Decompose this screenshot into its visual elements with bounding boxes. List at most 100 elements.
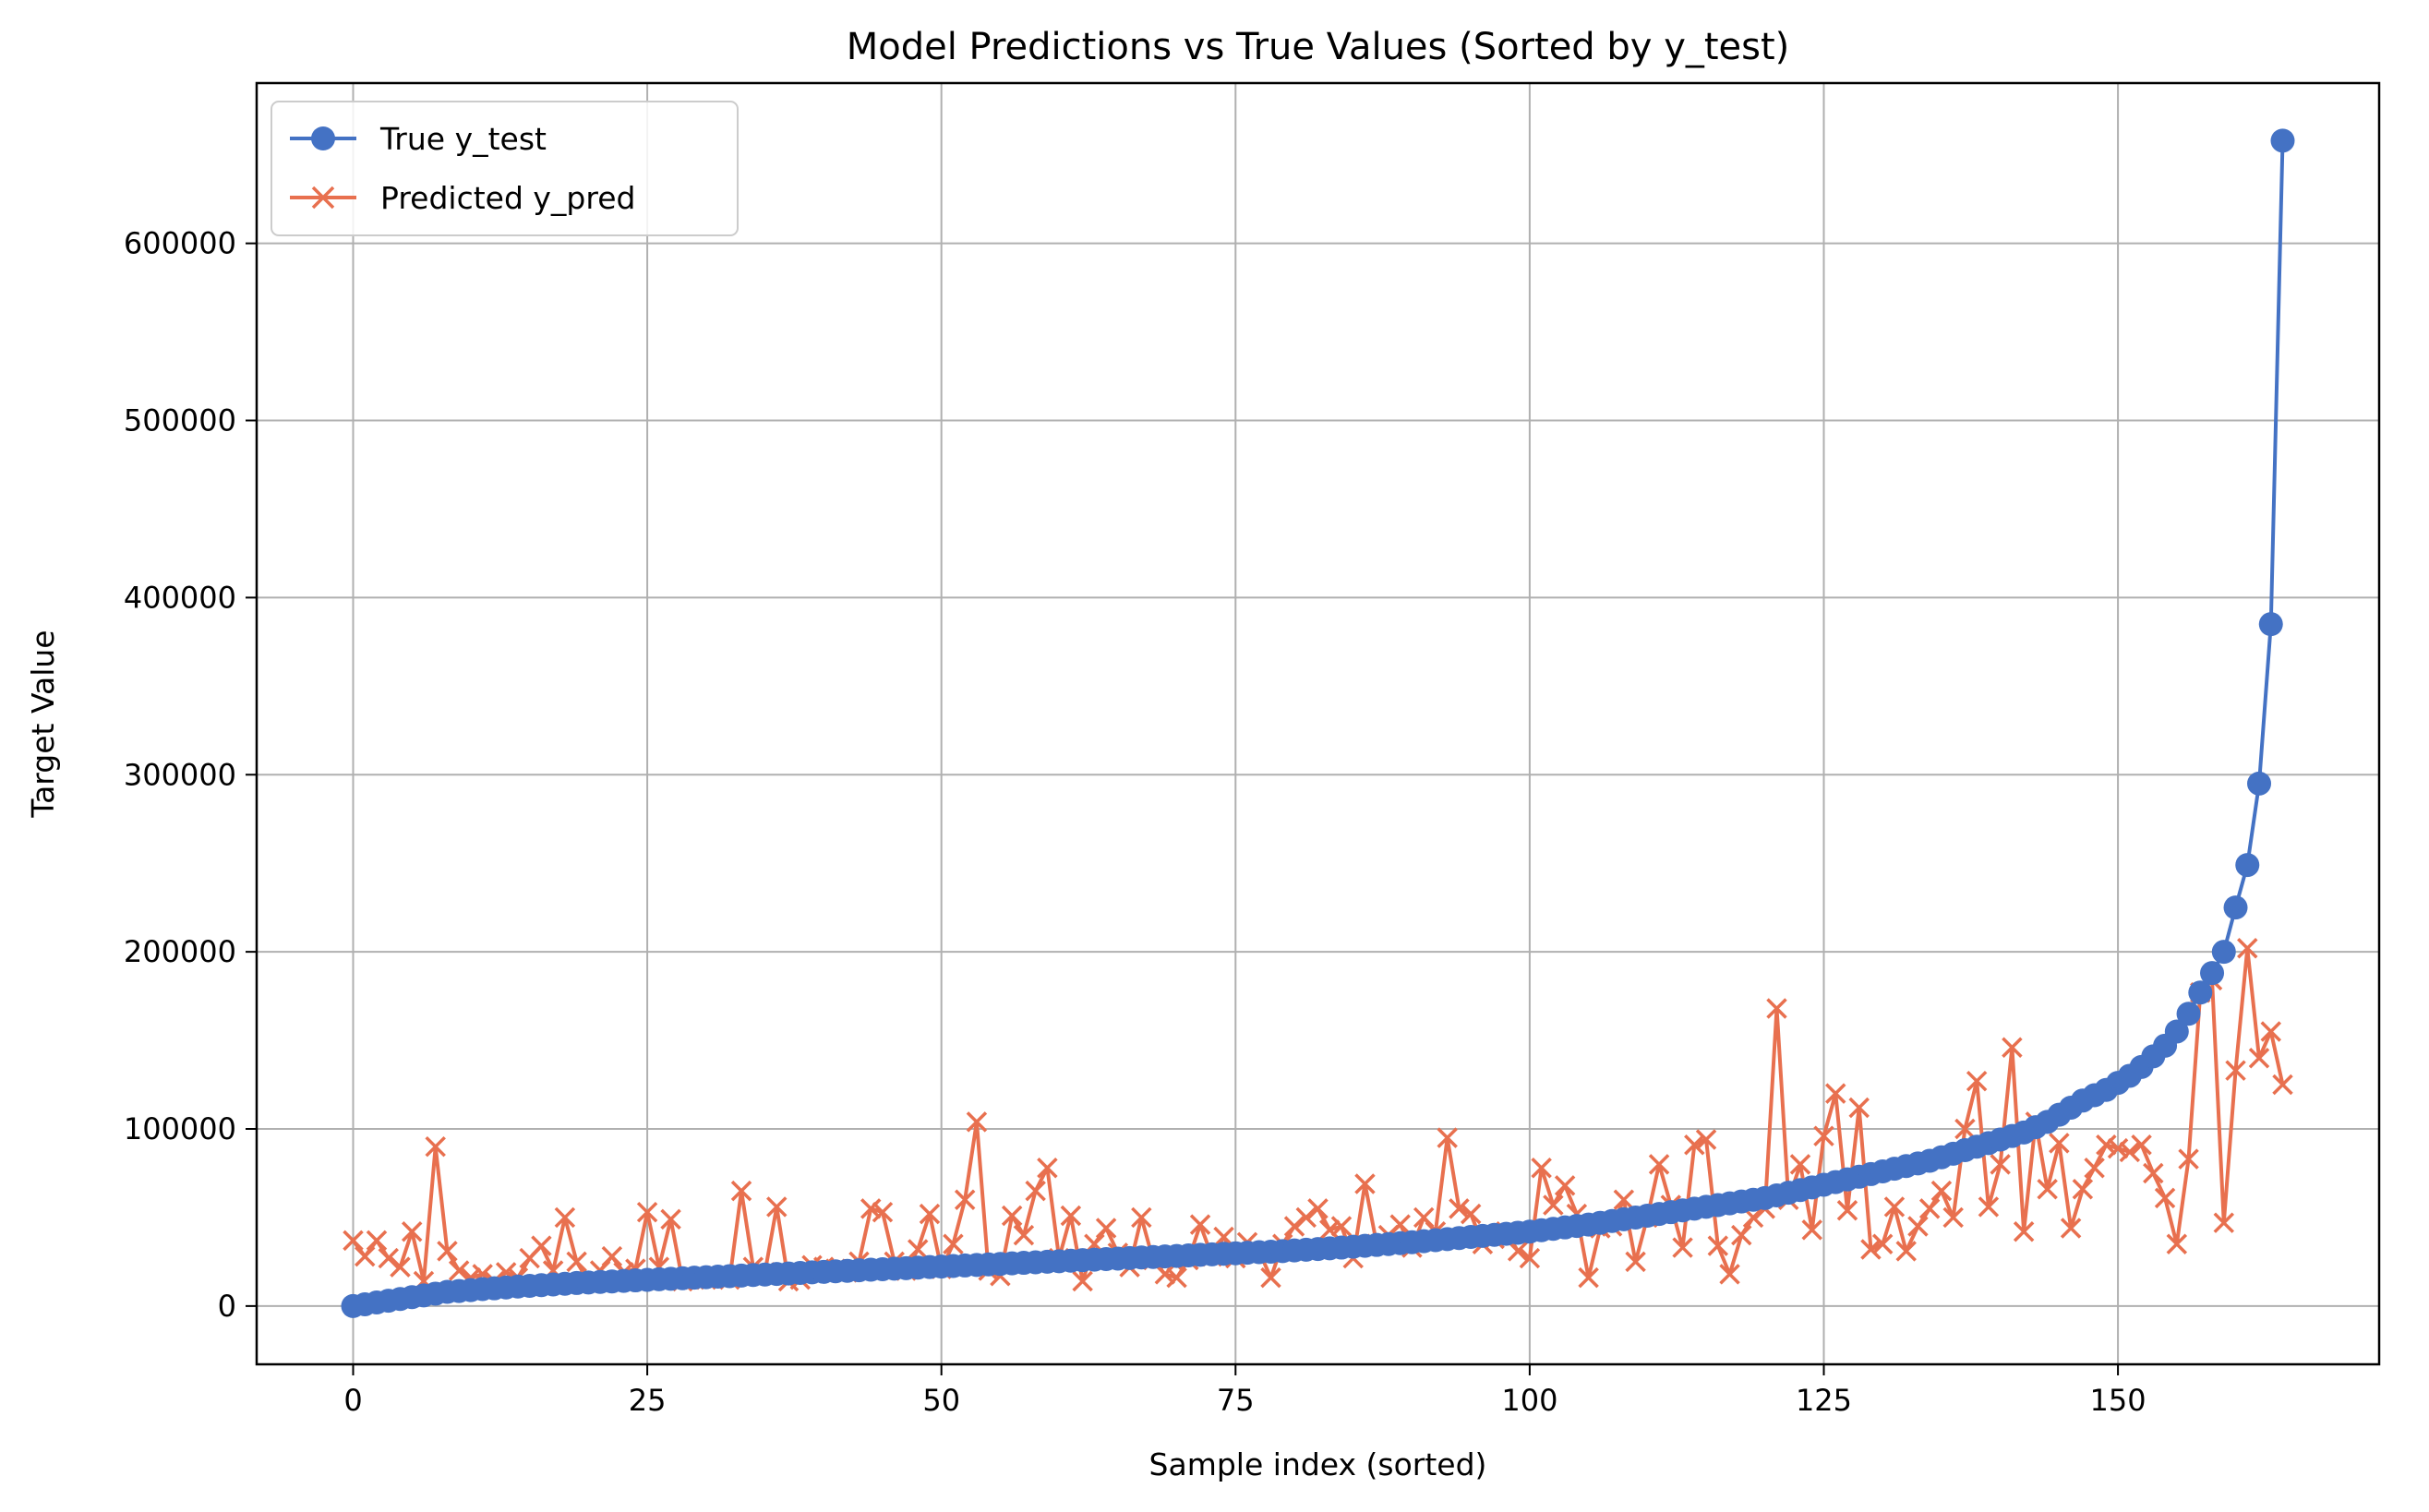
data-point xyxy=(437,1241,458,1262)
data-point xyxy=(1719,1264,1740,1285)
grid-layer xyxy=(257,83,2379,1364)
data-point xyxy=(1613,1189,1635,1210)
data-point xyxy=(1813,1125,1834,1146)
data-point xyxy=(1836,1200,1858,1221)
data-point xyxy=(1072,1270,1093,1292)
series-layer xyxy=(341,128,2295,1318)
x-axis-label: Sample index (sorted) xyxy=(1149,1446,1487,1482)
data-point xyxy=(2258,612,2283,637)
data-point xyxy=(2247,771,2272,796)
data-point xyxy=(1942,1206,1964,1229)
data-point xyxy=(2235,853,2260,878)
data-point xyxy=(1918,1198,1941,1219)
data-point xyxy=(2164,1019,2189,1044)
legend-item: Predicted y_pred xyxy=(290,180,635,216)
data-point xyxy=(2188,980,2213,1005)
data-point xyxy=(1389,1214,1411,1235)
data-point xyxy=(1648,1154,1670,1175)
data-point xyxy=(343,1230,364,1252)
data-point xyxy=(1954,1118,1976,1140)
data-point xyxy=(2002,1037,2023,1058)
legend-box xyxy=(271,101,739,236)
data-point xyxy=(1037,1157,1058,1179)
legend-marker xyxy=(311,186,335,210)
y-tick-label: 300000 xyxy=(124,757,236,792)
data-point xyxy=(1319,1219,1341,1241)
data-point xyxy=(2143,1162,2164,1184)
data-point xyxy=(1189,1214,1211,1235)
data-point xyxy=(1283,1216,1305,1237)
data-point xyxy=(448,1260,470,1281)
data-point xyxy=(1154,1264,1176,1285)
data-point xyxy=(2037,1179,2058,1200)
legend: True y_test Predicted y_pred xyxy=(271,101,739,236)
data-point xyxy=(366,1230,388,1252)
data-point xyxy=(766,1196,788,1218)
y-axis-label: Target Value xyxy=(25,630,61,818)
data-point xyxy=(1860,1239,1882,1260)
data-point xyxy=(1131,1206,1152,1229)
y-tick-label: 600000 xyxy=(124,226,236,261)
data-point xyxy=(1460,1203,1482,1225)
data-point xyxy=(2013,1221,2035,1242)
x-tick-label: 0 xyxy=(343,1383,362,1418)
legend-marker xyxy=(311,126,335,150)
data-point xyxy=(378,1247,399,1269)
y-tick-label: 400000 xyxy=(124,580,236,615)
data-point xyxy=(1907,1216,1929,1237)
y-tick-label: 500000 xyxy=(124,403,236,438)
chart-title: Model Predictions vs True Values (Sorted… xyxy=(847,26,1790,68)
data-point xyxy=(1013,1224,1035,1246)
data-point xyxy=(954,1189,976,1210)
data-point xyxy=(1001,1205,1023,1227)
data-point xyxy=(872,1201,894,1223)
data-point xyxy=(2049,1133,2070,1154)
data-point xyxy=(1707,1235,1729,1256)
data-point xyxy=(425,1135,446,1158)
y-tick-label: 0 xyxy=(218,1289,236,1324)
data-point xyxy=(2223,895,2248,920)
data-point xyxy=(390,1256,411,1278)
data-point xyxy=(2084,1157,2105,1179)
legend-label: Predicted y_pred xyxy=(380,180,635,216)
data-point xyxy=(1871,1233,1894,1254)
data-point xyxy=(919,1203,941,1225)
data-point xyxy=(1519,1247,1541,1269)
data-point xyxy=(2225,1060,2246,1081)
data-point xyxy=(660,1208,681,1230)
data-point xyxy=(860,1198,882,1219)
data-point xyxy=(1766,998,1787,1019)
data-point xyxy=(2060,1218,2082,1239)
data-point xyxy=(966,1111,988,1133)
data-point xyxy=(1684,1134,1705,1156)
x-tick-label: 75 xyxy=(1217,1383,1255,1418)
data-point xyxy=(1978,1196,2000,1218)
data-point xyxy=(2178,1148,2199,1170)
series-true-y-test xyxy=(341,128,2295,1318)
data-point xyxy=(730,1180,752,1202)
data-point xyxy=(2200,961,2225,986)
data-point xyxy=(1824,1083,1846,1104)
x-tick-label: 100 xyxy=(1501,1383,1557,1418)
x-tick-label: 50 xyxy=(922,1383,960,1418)
data-point xyxy=(1930,1180,1953,1202)
data-point xyxy=(1025,1180,1046,1202)
x-tick-label: 150 xyxy=(2090,1383,2146,1418)
data-point xyxy=(943,1233,964,1254)
data-point xyxy=(1883,1196,1906,1218)
legend-label: True y_test xyxy=(379,121,547,157)
x-tick-label: 25 xyxy=(629,1383,667,1418)
data-point xyxy=(1695,1129,1717,1150)
data-point xyxy=(1307,1198,1329,1219)
data-point xyxy=(531,1235,552,1256)
data-point xyxy=(636,1201,658,1223)
plot-area-frame xyxy=(255,81,2381,1366)
data-point xyxy=(1330,1216,1353,1237)
data-point xyxy=(554,1206,576,1229)
data-point xyxy=(2166,1233,2188,1254)
data-point xyxy=(1295,1206,1317,1229)
data-point xyxy=(2176,1002,2201,1026)
y-tick-label: 200000 xyxy=(124,934,236,969)
data-point xyxy=(2237,938,2258,959)
